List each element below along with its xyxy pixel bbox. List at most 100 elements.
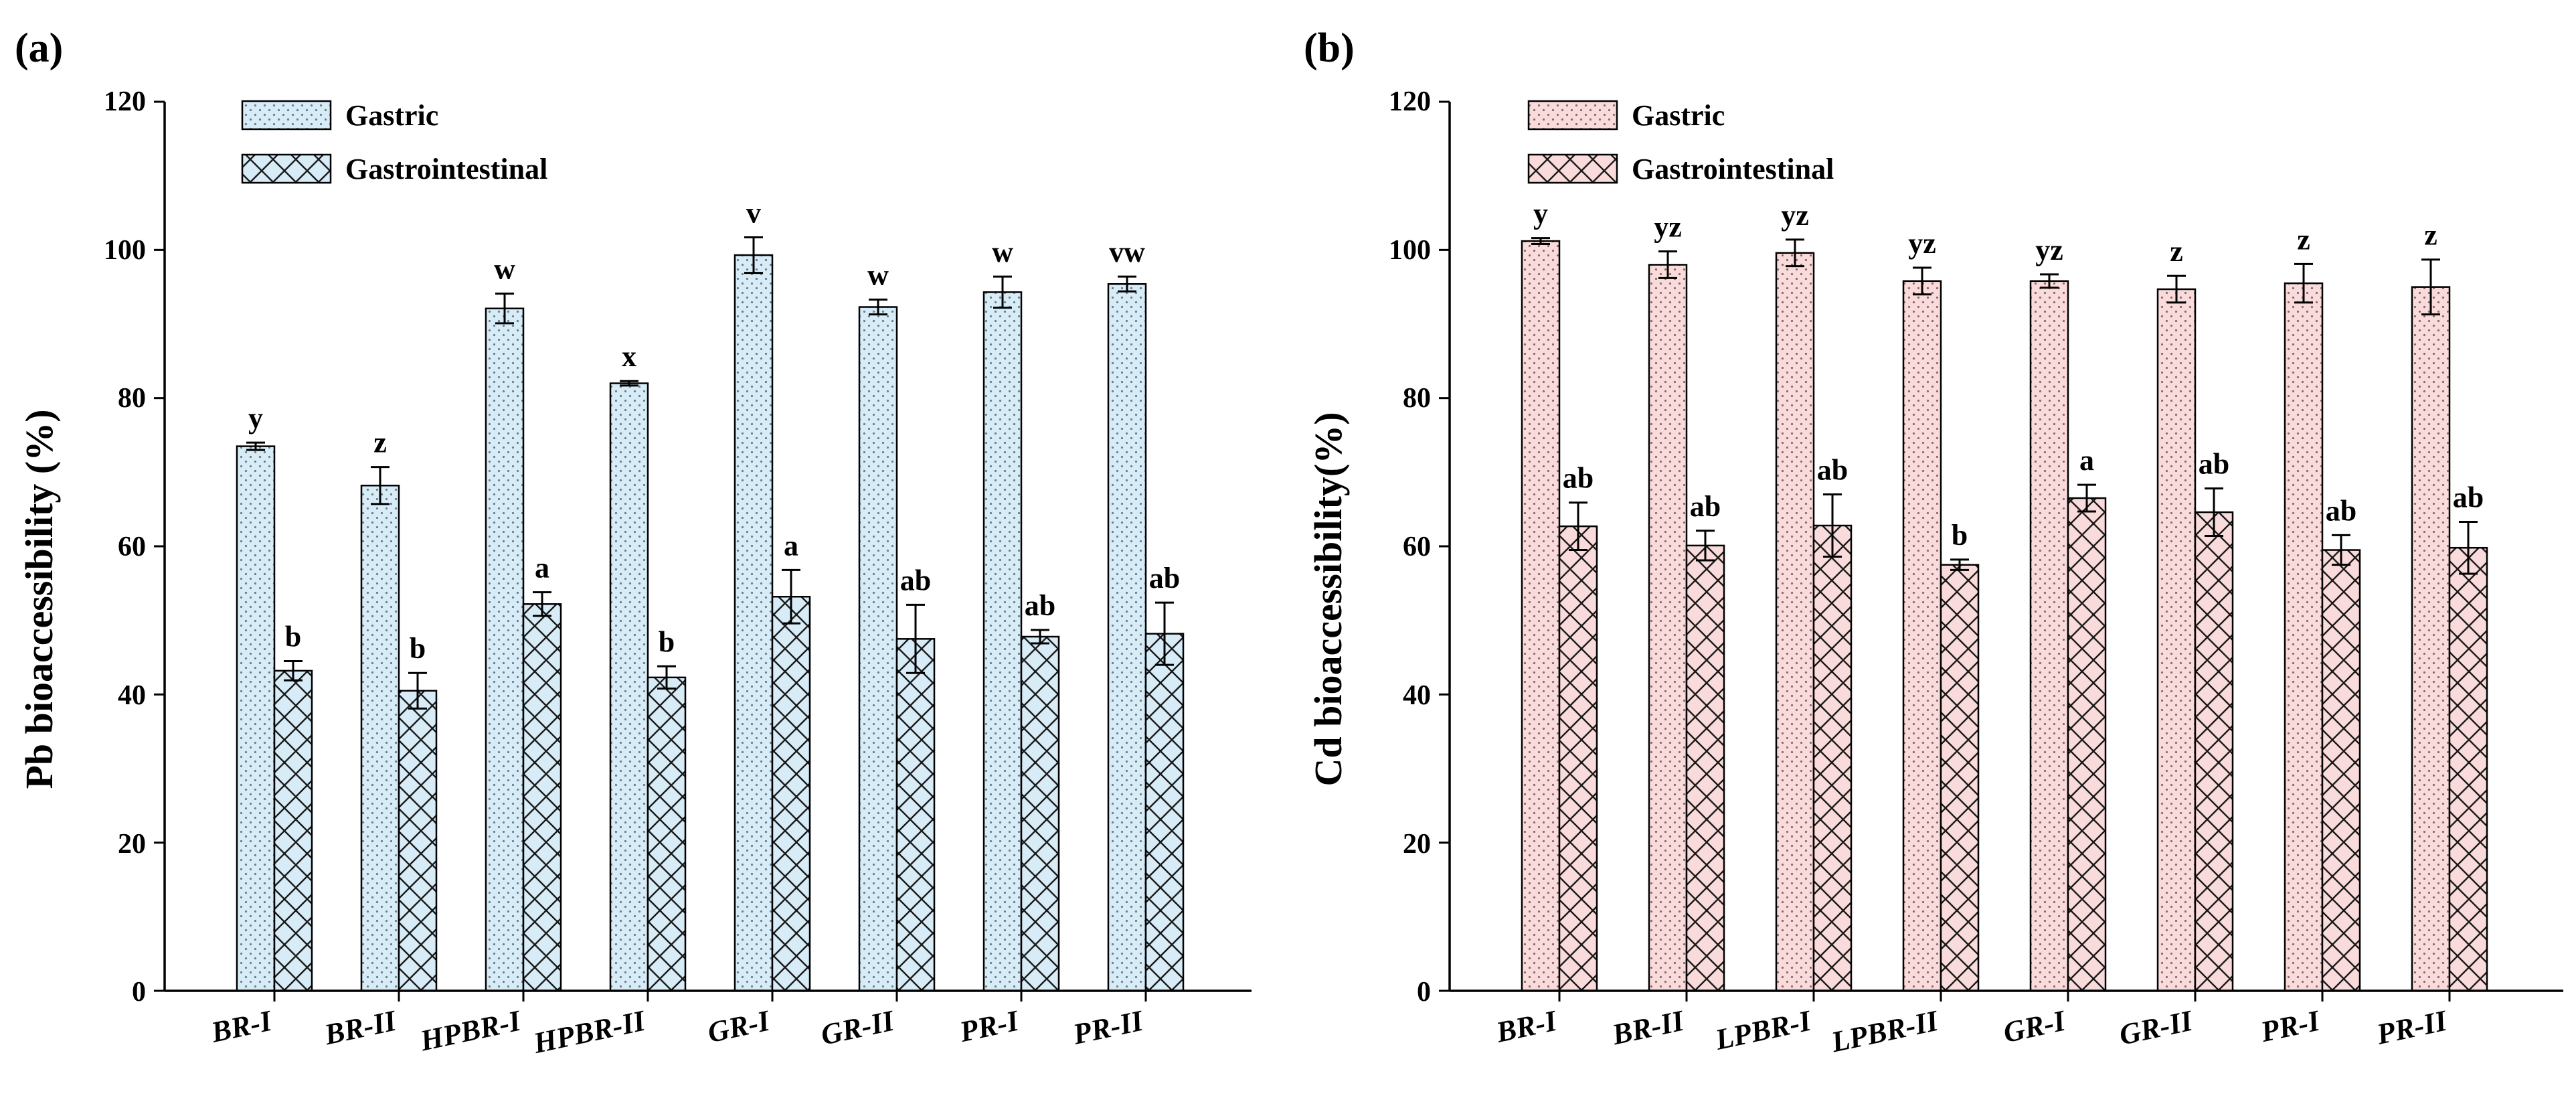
x-tick-label-a-2: HPBR-I bbox=[417, 1004, 525, 1057]
bar-a-gastric-0 bbox=[236, 445, 276, 992]
sig-letter-b-gastric-7: z bbox=[2424, 219, 2437, 252]
bar-b-gastric-6 bbox=[2284, 282, 2324, 992]
axes-a bbox=[154, 100, 1252, 1002]
sig-letter-a-gastric-0: y bbox=[248, 402, 263, 434]
bar-b-gastrointestinal-7 bbox=[2448, 546, 2488, 992]
y-tick-label-a-20: 20 bbox=[118, 829, 146, 860]
sig-letter-b-gastrointestinal-5: ab bbox=[2199, 448, 2229, 481]
bar-a-gastrointestinal-5 bbox=[895, 638, 936, 992]
panel-b: (b) Cd bioaccessibility(%) 0 20 40 60 80… bbox=[1304, 25, 2563, 1059]
legend-swatch-gastric-a bbox=[241, 100, 332, 131]
y-tick-label-a-80: 80 bbox=[118, 383, 146, 414]
bar-b-gastrointestinal-0 bbox=[1558, 525, 1598, 992]
y-tick-label-a-60: 60 bbox=[118, 532, 146, 562]
bar-b-gastrointestinal-2 bbox=[1812, 524, 1853, 992]
sig-letter-a-gastrointestinal-5: ab bbox=[900, 564, 931, 596]
legend-swatch-gastrointestinal-a bbox=[241, 153, 332, 184]
bar-b-gastric-3 bbox=[1902, 280, 1942, 992]
bar-a-gastric-4 bbox=[734, 254, 774, 992]
bar-a-gastric-1 bbox=[360, 485, 400, 992]
significance-letters-b: y yz yz yz yz z z z ab ab ab b a ab ab a… bbox=[1533, 197, 2484, 552]
x-tick-label-b-4: GR-I bbox=[2000, 1004, 2069, 1049]
y-axis-label-a: Pb bioaccessibility (%) bbox=[17, 409, 61, 789]
sig-letter-b-gastric-2: yz bbox=[1781, 199, 1809, 232]
bar-b-gastrointestinal-5 bbox=[2194, 511, 2234, 992]
sig-letter-b-gastrointestinal-0: ab bbox=[1563, 462, 1594, 495]
legend-label-gastrointestinal-a: Gastrointestinal bbox=[345, 153, 547, 185]
bar-b-gastric-0 bbox=[1521, 240, 1561, 992]
sig-letter-b-gastrointestinal-4: a bbox=[2079, 444, 2094, 477]
bar-a-gastric-5 bbox=[858, 306, 898, 992]
y-tick-label-b-100: 100 bbox=[1389, 235, 1431, 266]
bar-b-gastrointestinal-4 bbox=[2067, 497, 2107, 992]
sig-letter-b-gastric-1: yz bbox=[1654, 211, 1682, 244]
legend-b: Gastric Gastrointestinal bbox=[1527, 99, 1834, 185]
bar-a-gastrointestinal-1 bbox=[398, 690, 438, 992]
sig-letter-a-gastric-7: vw bbox=[1109, 236, 1145, 268]
x-tick-label-b-1: BR-II bbox=[1609, 1004, 1688, 1051]
bar-b-gastric-1 bbox=[1648, 264, 1688, 992]
sig-letter-a-gastrointestinal-4: a bbox=[784, 529, 798, 562]
panel-a: (a) Pb bioaccessibility (%) 0 20 40 60 8… bbox=[15, 25, 1252, 1060]
panel-label-b: (b) bbox=[1304, 25, 1355, 71]
y-axis-label-b: Cd bioaccessibility(%) bbox=[1306, 412, 1350, 786]
x-tick-label-a-4: GR-I bbox=[705, 1004, 774, 1049]
y-tick-label-a-0: 0 bbox=[132, 977, 146, 1008]
legend-label-gastric-b: Gastric bbox=[1632, 99, 1725, 132]
y-tick-label-b-60: 60 bbox=[1403, 532, 1431, 562]
bar-b-gastrointestinal-1 bbox=[1685, 544, 1725, 992]
x-tick-label-b-7: PR-II bbox=[2373, 1004, 2451, 1050]
y-tick-label-b-40: 40 bbox=[1403, 680, 1431, 711]
bar-b-gastric-2 bbox=[1775, 252, 1815, 992]
bar-b-gastrointestinal-3 bbox=[1940, 564, 1980, 992]
bar-a-gastrointestinal-4 bbox=[771, 596, 811, 992]
sig-letter-a-gastrointestinal-0: b bbox=[285, 621, 301, 653]
legend-label-gastrointestinal-b: Gastrointestinal bbox=[1632, 153, 1834, 185]
bar-b-gastric-7 bbox=[2411, 286, 2451, 992]
x-tick-label-b-5: GR-II bbox=[2116, 1004, 2197, 1051]
x-tick-label-b-0: BR-I bbox=[1492, 1004, 1560, 1048]
bar-a-gastrointestinal-6 bbox=[1020, 635, 1060, 992]
sig-letter-b-gastrointestinal-6: ab bbox=[2326, 494, 2356, 527]
bars-a bbox=[236, 236, 1185, 992]
legend-swatch-gastric-b bbox=[1527, 100, 1618, 131]
sig-letter-b-gastric-5: z bbox=[2170, 235, 2183, 268]
bar-a-gastric-7 bbox=[1107, 283, 1147, 992]
sig-letter-a-gastric-4: v bbox=[746, 197, 761, 230]
x-tick-label-a-6: PR-I bbox=[956, 1004, 1023, 1048]
bar-a-gastrointestinal-0 bbox=[273, 669, 313, 992]
bar-a-gastrointestinal-3 bbox=[647, 676, 687, 992]
y-tick-label-a-40: 40 bbox=[118, 680, 146, 711]
sig-letter-b-gastrointestinal-3: b bbox=[1952, 519, 1968, 552]
legend-swatch-gastrointestinal-b bbox=[1527, 153, 1618, 184]
sig-letter-b-gastrointestinal-1: ab bbox=[1690, 490, 1721, 523]
y-tick-label-a-100: 100 bbox=[104, 235, 146, 266]
sig-letter-a-gastrointestinal-6: ab bbox=[1025, 589, 1055, 622]
bar-b-gastrointestinal-6 bbox=[2321, 549, 2361, 992]
sig-letter-b-gastrointestinal-7: ab bbox=[2453, 481, 2484, 513]
sig-letter-a-gastrointestinal-2: a bbox=[535, 552, 549, 584]
sig-letter-a-gastric-1: z bbox=[373, 426, 387, 459]
x-tick-label-a-0: BR-I bbox=[207, 1004, 275, 1048]
legend-a: Gastric Gastrointestinal bbox=[241, 99, 547, 185]
x-tick-labels-b: BR-I BR-II LPBR-I LPBR-II GR-I GR-II PR-… bbox=[1492, 1004, 2451, 1058]
sig-letter-a-gastrointestinal-7: ab bbox=[1149, 562, 1180, 594]
sig-letter-b-gastric-0: y bbox=[1533, 197, 1548, 230]
x-tick-label-a-1: BR-II bbox=[321, 1004, 400, 1051]
axes-b bbox=[1439, 100, 2563, 1002]
sig-letter-a-gastrointestinal-1: b bbox=[410, 632, 426, 665]
bar-a-gastric-2 bbox=[485, 307, 525, 992]
sig-letter-b-gastric-4: yz bbox=[2035, 234, 2063, 266]
bar-a-gastrointestinal-7 bbox=[1144, 633, 1185, 992]
bar-a-gastric-3 bbox=[609, 382, 649, 992]
x-tick-label-b-3: LPBR-II bbox=[1828, 1004, 1942, 1058]
y-tick-label-b-120: 120 bbox=[1389, 86, 1431, 117]
sig-letter-a-gastric-5: w bbox=[867, 258, 889, 291]
x-tick-labels-a: BR-I BR-II HPBR-I HPBR-II GR-I GR-II PR-… bbox=[207, 1004, 1147, 1060]
y-tick-label-b-20: 20 bbox=[1403, 829, 1431, 860]
bar-b-gastric-5 bbox=[2156, 288, 2197, 992]
sig-letter-b-gastrointestinal-2: ab bbox=[1817, 454, 1848, 487]
y-ticks-a: 0 20 40 60 80 100 120 bbox=[104, 86, 146, 1008]
x-tick-label-b-2: LPBR-I bbox=[1712, 1004, 1815, 1056]
